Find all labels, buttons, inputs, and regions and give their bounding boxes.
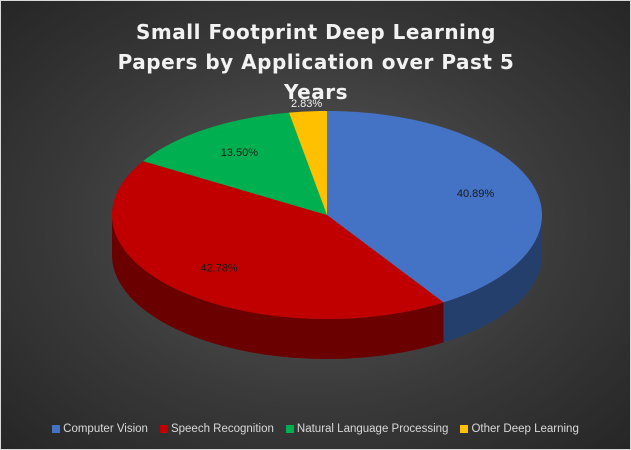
slice-side — [443, 215, 542, 343]
legend-label: Computer Vision — [63, 423, 148, 435]
legend-label: Speech Recognition — [170, 423, 274, 435]
slice — [143, 112, 327, 215]
data-label: 42.78% — [200, 263, 238, 275]
legend-label: Other Deep Learning — [471, 423, 579, 435]
legend-label: Natural Language Processing — [296, 423, 449, 435]
slice — [327, 111, 542, 303]
data-label: 13.50% — [221, 147, 259, 159]
chart-title: Small Footprint Deep Learning Papers by … — [117, 20, 515, 104]
legend-item: Other Deep Learning — [460, 423, 579, 435]
legend-item: Natural Language Processing — [285, 423, 449, 435]
slice-side — [112, 215, 444, 359]
data-label: 2.83% — [291, 98, 322, 110]
legend-item: Computer Vision — [52, 423, 148, 435]
legend: Computer Vision Speech Recognition Natural… — [1, 423, 630, 435]
legend-swatch — [52, 425, 61, 433]
slice — [112, 161, 444, 319]
data-label: 40.89% — [457, 188, 495, 200]
legend-swatch — [460, 425, 469, 433]
slice — [288, 111, 327, 215]
legend-item: Speech Recognition — [159, 423, 274, 435]
legend-swatch — [159, 425, 168, 433]
legend-swatch — [285, 425, 294, 433]
